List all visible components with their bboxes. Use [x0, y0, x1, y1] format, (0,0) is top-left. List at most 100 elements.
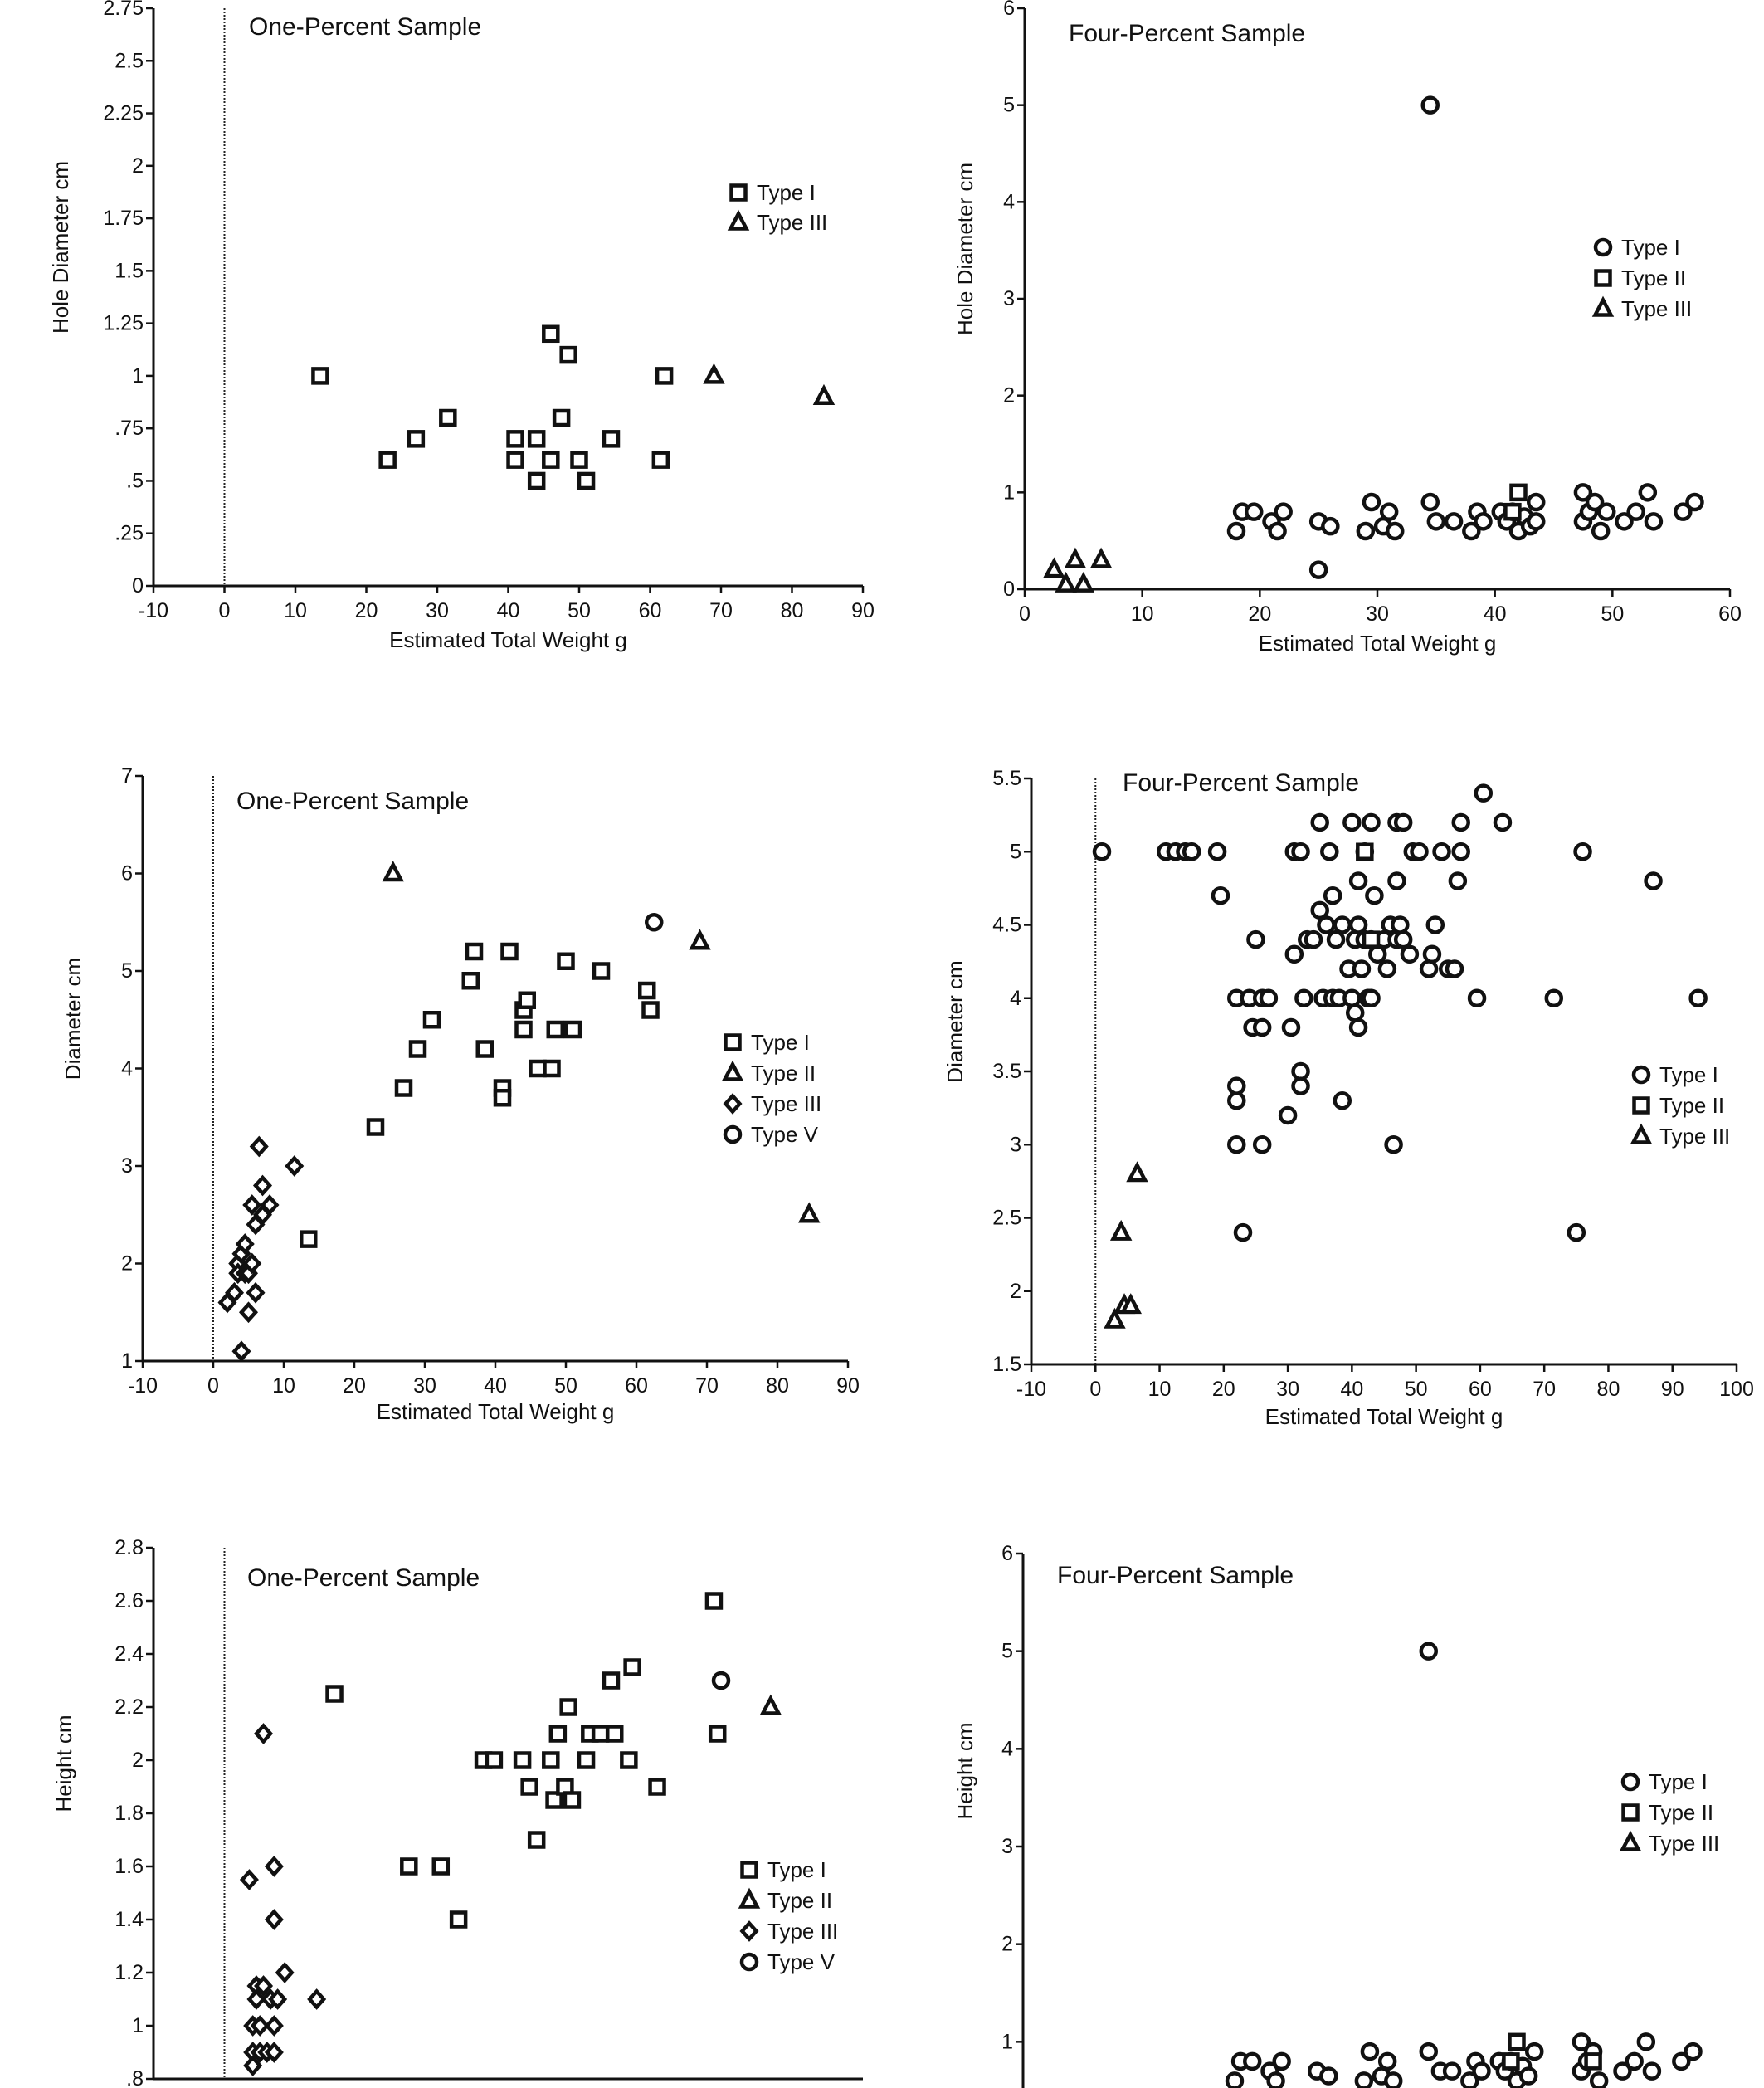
data-point	[325, 1685, 344, 1703]
data-point	[1089, 547, 1113, 568]
data-point	[506, 451, 524, 469]
data-point	[400, 1857, 418, 1876]
data-point	[1227, 1135, 1246, 1154]
panel-title: One-Percent Sample	[247, 1564, 480, 1592]
data-point	[563, 1791, 582, 1809]
scatter-panel-6: 1 2 3 4 5 6 Height cm Four-Percent Sample Type I…	[953, 1542, 1719, 2088]
data-point	[465, 942, 484, 961]
legend: Type I Type II Type III	[1619, 1769, 1719, 1856]
data-point	[1126, 1161, 1148, 1183]
data-point	[1207, 842, 1227, 861]
y-tick-label: 2	[121, 1252, 133, 1276]
data-point	[1432, 842, 1451, 861]
data-point	[235, 1233, 255, 1255]
data-point	[1386, 521, 1405, 541]
data-point	[493, 1089, 512, 1107]
data-point	[1252, 1135, 1272, 1154]
y-tick-label: 3	[1010, 1133, 1021, 1156]
y-tick-label: 1	[1001, 2030, 1013, 2053]
x-tick-label: 90	[851, 599, 875, 622]
x-tick-label: 40	[1340, 1378, 1363, 1401]
data-point	[546, 1020, 564, 1039]
data-point	[798, 1202, 821, 1223]
y-tick-label: 2	[1003, 384, 1015, 407]
data-point	[1365, 885, 1384, 905]
y-tick-label: 1.75	[103, 207, 144, 230]
data-point	[1613, 2061, 1632, 2081]
data-point	[1310, 812, 1329, 832]
y-tick-label: 5.5	[992, 767, 1021, 790]
y-tick-label: 3	[1003, 287, 1015, 310]
data-point	[431, 1857, 451, 1876]
legend-marker	[1593, 237, 1613, 257]
data-point	[1636, 2032, 1656, 2051]
data-point	[394, 1079, 413, 1097]
legend-marker	[727, 209, 750, 231]
data-point	[1460, 2071, 1479, 2088]
series-type-iii	[1104, 1161, 1148, 1329]
scatter-panel-3: 1 2 3 4 5 6 7 -10 0 10 20 30 40 50 60 70 80 90 Estimated T…	[61, 764, 860, 1424]
x-tick-label: 70	[695, 1374, 719, 1398]
legend-marker	[739, 1920, 759, 1942]
y-tick-label: 1.5	[115, 259, 144, 282]
data-point	[1572, 2032, 1591, 2051]
data-point	[1246, 929, 1265, 949]
legend-marker	[721, 1060, 744, 1081]
data-point	[1474, 783, 1494, 803]
data-point	[1518, 2066, 1538, 2086]
data-point	[1104, 1307, 1126, 1329]
x-tick-label: -10	[139, 599, 168, 622]
data-point	[1326, 929, 1346, 949]
data-point	[1182, 842, 1201, 861]
legend-label: Type V	[767, 1949, 836, 1974]
data-point	[812, 383, 836, 405]
data-point	[759, 1694, 782, 1715]
data-point	[1387, 871, 1406, 890]
legend: Type I Type II Type III Type V	[721, 1030, 821, 1147]
y-tick-label: 1	[132, 364, 144, 388]
data-point	[275, 1962, 295, 1983]
y-tick-label: 1	[1003, 481, 1015, 504]
data-point	[1362, 988, 1381, 1007]
data-point	[1379, 502, 1399, 521]
series-type-ii	[1503, 483, 1528, 521]
data-point	[527, 471, 546, 490]
data-point	[1625, 2051, 1644, 2071]
data-point	[1467, 988, 1487, 1007]
data-point	[1567, 1222, 1586, 1242]
series-type-ii	[1502, 2032, 1602, 2071]
y-axis-label: Height cm	[51, 1715, 76, 1812]
legend-marker	[1632, 1096, 1650, 1115]
y-tick-label: 2.6	[115, 1589, 144, 1612]
data-point	[1400, 944, 1420, 964]
y-tick-label: 1	[121, 1349, 133, 1373]
y-tick-label: 1.25	[103, 312, 144, 335]
data-point	[475, 1040, 494, 1058]
x-tick-label: 20	[355, 599, 378, 622]
legend: Type I Type II Type III Type V	[738, 1857, 838, 1974]
series-type-i	[311, 324, 674, 490]
data-point	[1227, 1076, 1246, 1095]
data-point	[1268, 521, 1287, 541]
data-point	[1393, 929, 1413, 949]
x-tick-label: 70	[709, 599, 733, 622]
y-tick-label: 6	[1001, 1542, 1013, 1565]
data-point	[1310, 900, 1329, 920]
data-point	[1064, 547, 1087, 568]
x-tick-label: 50	[568, 599, 591, 622]
y-tick-label: 0	[1003, 578, 1015, 601]
data-point	[542, 324, 560, 344]
series-type-v	[711, 1671, 731, 1690]
data-point	[1291, 842, 1310, 861]
data-point	[570, 451, 588, 469]
legend-label: Type III	[751, 1091, 821, 1116]
data-point	[243, 2055, 263, 2076]
x-tick-label: 10	[272, 1374, 295, 1398]
legend-marker	[1591, 295, 1615, 317]
data-point	[242, 1252, 262, 1275]
data-point	[1384, 1135, 1403, 1154]
data-point	[1445, 959, 1464, 978]
x-tick-label: 40	[1484, 602, 1507, 626]
data-point	[1642, 2061, 1662, 2081]
y-tick-label: 0	[132, 574, 144, 598]
